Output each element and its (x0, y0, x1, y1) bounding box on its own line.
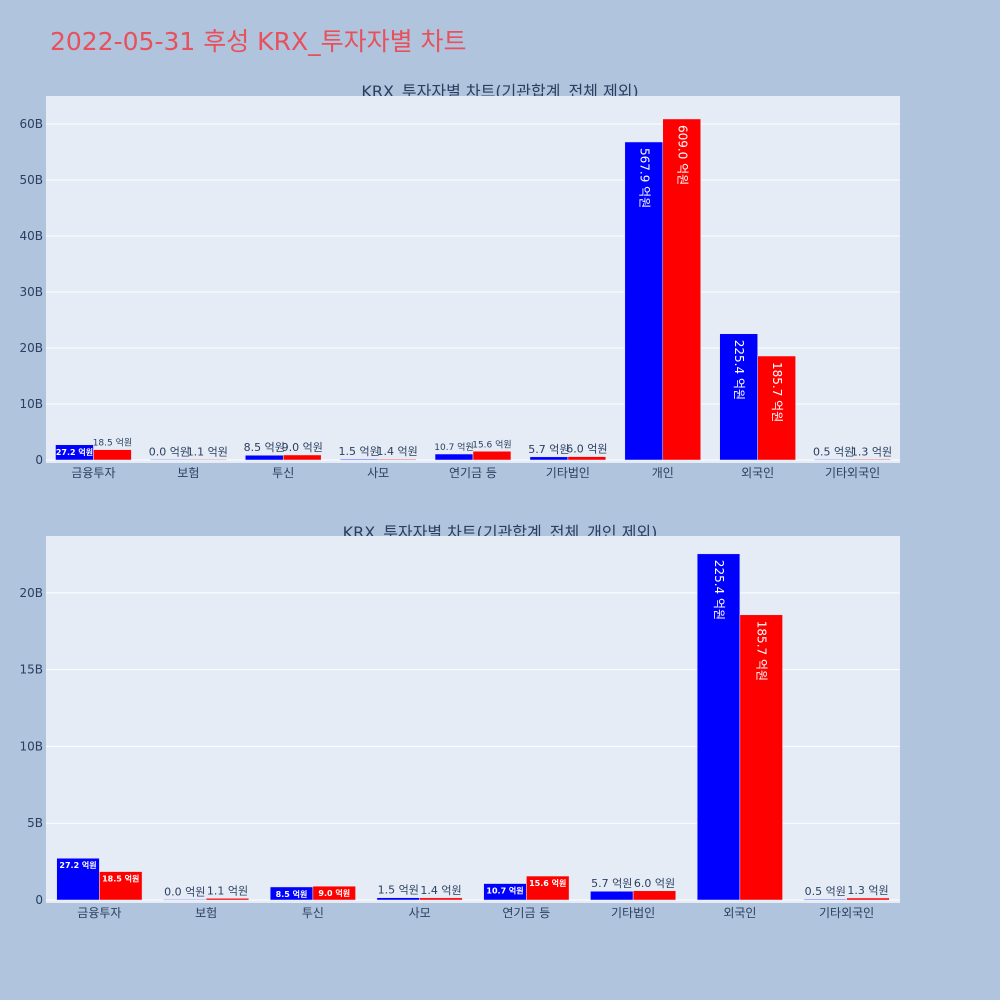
data-label: 6.0 억원 (566, 443, 607, 456)
x-tick-label: 사모 (409, 906, 431, 920)
bar (163, 899, 207, 901)
data-label: 567.9 억원 (637, 148, 651, 208)
x-tick-label: 투신 (272, 466, 294, 480)
bar (312, 885, 356, 901)
page-title: 2022-05-31 후성 KRX_투자자별 차트 (50, 27, 467, 56)
data-label: 0.0 억원 (149, 445, 190, 458)
y-tick-label: 10B (19, 397, 43, 411)
data-label: 6.0 억원 (634, 877, 675, 890)
data-label: 225.4 억원 (712, 560, 726, 620)
data-label: 225.4 억원 (732, 340, 746, 400)
data-label: 10.7 억원 (486, 886, 523, 896)
data-label: 1.4 억원 (420, 884, 461, 897)
data-label: 27.2 억원 (59, 860, 96, 870)
bar (245, 454, 284, 461)
bar (696, 553, 741, 901)
x-tick-label: 연기금 등 (449, 466, 497, 480)
bar (93, 449, 132, 461)
y-tick-label: 0 (35, 893, 43, 907)
data-label: 0.5 억원 (805, 885, 846, 898)
x-tick-label: 개인 (652, 466, 674, 480)
bar (803, 898, 847, 901)
bar (814, 459, 853, 461)
bar (662, 118, 701, 461)
data-label: 1.5 억원 (339, 445, 380, 458)
data-label: 185.7 억원 (755, 621, 769, 681)
y-tick-label: 40B (19, 229, 43, 243)
data-label: 1.3 억원 (851, 445, 892, 458)
bar (205, 898, 250, 901)
data-label: 1.4 억원 (376, 445, 417, 458)
data-label: 1.1 억원 (207, 884, 248, 897)
data-label: 1.1 억원 (187, 445, 228, 458)
bar (56, 857, 100, 901)
data-label: 8.5 억원 (244, 441, 285, 454)
data-label: 18.5 억원 (102, 874, 139, 884)
y-tick-label: 20B (19, 586, 43, 600)
y-tick-label: 60B (19, 117, 43, 131)
bar (567, 456, 607, 461)
x-tick-label: 보험 (195, 906, 217, 920)
bar (376, 897, 420, 901)
bar (339, 458, 379, 461)
bar (434, 453, 474, 461)
bar (99, 871, 143, 901)
x-tick-label: 기타법인 (611, 906, 655, 920)
bar (526, 875, 570, 901)
data-label: 27.2 억원 (56, 447, 93, 457)
bar (150, 459, 189, 461)
bar (529, 456, 569, 461)
data-label: 609.0 억원 (675, 125, 689, 185)
bar (590, 890, 634, 901)
bar (757, 355, 796, 461)
bar (282, 454, 322, 461)
y-tick-label: 5B (27, 816, 43, 830)
x-tick-label: 보험 (177, 466, 199, 480)
data-label: 8.5 억원 (276, 889, 308, 899)
y-tick-label: 30B (19, 285, 43, 299)
data-label: 5.7 억원 (528, 443, 569, 456)
x-tick-label: 금융투자 (77, 906, 121, 920)
y-tick-label: 0 (35, 453, 43, 467)
data-label: 1.3 억원 (847, 884, 888, 897)
bar (719, 333, 758, 461)
y-tick-label: 10B (19, 739, 43, 753)
bar (472, 451, 512, 461)
x-tick-label: 기타법인 (546, 466, 590, 480)
x-tick-label: 금융투자 (71, 466, 115, 480)
data-label: 9.0 억원 (282, 441, 323, 454)
x-tick-label: 외국인 (723, 906, 756, 920)
x-tick-label: 사모 (367, 466, 389, 480)
data-label: 9.0 억원 (318, 888, 350, 898)
bar (632, 890, 677, 901)
bar (739, 614, 783, 901)
data-label: 1.5 억원 (378, 884, 419, 897)
data-label: 5.7 억원 (591, 877, 632, 890)
data-label: 15.6 억원 (472, 438, 511, 450)
bar (377, 458, 417, 461)
bar (846, 897, 890, 901)
x-tick-label: 투신 (302, 906, 324, 920)
x-tick-label: 기타외국인 (819, 906, 874, 920)
y-tick-label: 20B (19, 341, 43, 355)
y-tick-label: 50B (19, 173, 43, 187)
data-label: 0.0 억원 (164, 885, 205, 898)
data-label: 10.7 억원 (434, 441, 473, 453)
x-tick-label: 외국인 (741, 466, 774, 480)
data-label: 18.5 억원 (93, 437, 132, 449)
bar (188, 459, 227, 461)
x-tick-label: 기타외국인 (825, 466, 880, 480)
y-tick-label: 15B (19, 663, 43, 677)
x-tick-label: 연기금 등 (502, 906, 550, 920)
data-label: 185.7 억원 (770, 362, 784, 422)
bar (852, 459, 891, 461)
bar (419, 897, 463, 901)
data-label: 15.6 억원 (529, 878, 566, 888)
data-label: 0.5 억원 (813, 445, 854, 458)
